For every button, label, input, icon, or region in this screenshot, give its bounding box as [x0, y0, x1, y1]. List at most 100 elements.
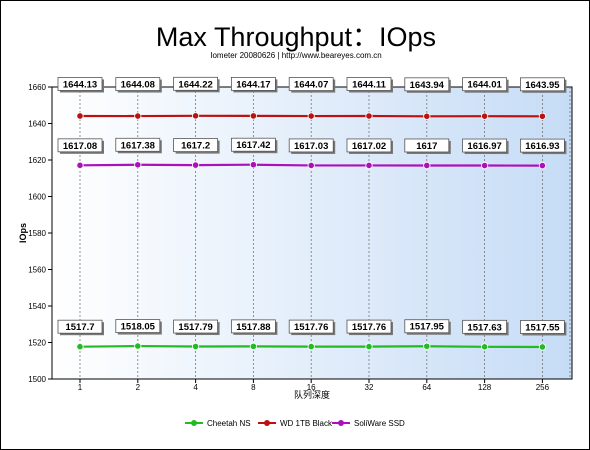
data-point [76, 161, 84, 169]
x-tick-label: 16 [307, 383, 316, 392]
x-tick-label: 64 [422, 383, 431, 392]
data-point [423, 161, 431, 170]
data-label: 1644.22 [178, 79, 212, 90]
data-label: 1517.7 [65, 322, 94, 333]
data-label-box [288, 77, 334, 91]
data-label: 1617 [416, 141, 437, 152]
data-point [423, 112, 431, 120]
data-point [365, 161, 373, 170]
legend-label: Cheetah NS [207, 419, 251, 428]
data-label: 1617.03 [294, 141, 328, 152]
data-label-box [230, 76, 276, 91]
data-point [249, 161, 257, 169]
y-tick-label: 1520 [28, 339, 46, 348]
data-label-box [57, 77, 103, 91]
data-label: 1644.13 [63, 79, 97, 90]
data-point [538, 162, 547, 170]
data-label: 1617.42 [236, 140, 270, 151]
x-tick-label: 8 [251, 383, 256, 392]
data-point [192, 112, 200, 120]
legend-swatch-marker [338, 420, 344, 426]
data-point [249, 112, 257, 120]
y-tick-label: 1500 [28, 375, 46, 384]
data-label-box [115, 137, 161, 152]
data-label: 1617.2 [181, 141, 210, 152]
data-label: 1517.79 [178, 322, 212, 333]
data-label: 1517.63 [467, 322, 501, 333]
data-label: 1517.88 [236, 322, 270, 333]
data-label: 1517.95 [410, 322, 445, 333]
data-label-box [520, 138, 565, 153]
data-point [538, 112, 547, 120]
grid [79, 87, 571, 379]
data-point [307, 161, 315, 170]
x-tick-label: 4 [193, 383, 198, 392]
data-label-box [520, 320, 565, 334]
data-point [134, 112, 142, 120]
x-tick-label: 128 [478, 383, 492, 392]
data-label: 1617.08 [63, 141, 97, 152]
data-label: 1644.17 [236, 79, 270, 90]
data-label-box [462, 319, 508, 334]
legend-swatch-marker [191, 420, 197, 426]
data-label-box [288, 138, 334, 153]
data-label-box [462, 138, 508, 153]
data-point [134, 342, 142, 350]
data-point [480, 161, 489, 170]
data-label-box [520, 77, 565, 92]
data-label-box [404, 77, 450, 92]
data-label-box [346, 77, 392, 91]
y-tick-label: 1560 [28, 266, 46, 275]
data-label-box [288, 319, 334, 334]
data-label: 1644.11 [352, 79, 387, 90]
chart-title: Max Throughput：IOps [156, 22, 436, 52]
y-tick-label: 1640 [28, 120, 46, 129]
x-tick-label: 2 [136, 383, 141, 392]
data-label-box [346, 319, 392, 334]
data-label: 1517.76 [352, 322, 386, 333]
data-label: 1644.07 [294, 80, 328, 91]
data-point [538, 343, 547, 351]
data-point [423, 342, 431, 350]
data-label: 1643.94 [410, 80, 445, 91]
data-point [249, 342, 257, 350]
data-label-box [115, 319, 161, 333]
data-point [480, 112, 489, 120]
legend-label: SoliWare SSD [354, 419, 405, 428]
y-tick-label: 1540 [28, 302, 46, 311]
data-label: 1616.93 [525, 141, 559, 152]
data-label: 1617.02 [352, 141, 386, 152]
y-tick-label: 1580 [28, 229, 46, 238]
data-label-box [115, 77, 161, 91]
data-label: 1644.08 [121, 80, 155, 91]
data-label-box [230, 137, 276, 152]
data-label-box [57, 319, 103, 334]
series [76, 112, 547, 351]
data-label-box [57, 138, 103, 153]
data-label: 1517.76 [294, 322, 328, 333]
data-label-box [462, 77, 508, 92]
data-label-box [404, 319, 450, 334]
data-label-box [346, 138, 392, 153]
data-label-box [173, 319, 219, 334]
data-label-box [230, 319, 276, 334]
legend-swatch-marker [264, 420, 270, 426]
data-point [307, 342, 315, 351]
legend-label: WD 1TB Black [280, 419, 333, 428]
data-label: 1643.95 [525, 80, 560, 91]
data-point [134, 161, 142, 169]
data-label-box [173, 76, 219, 91]
data-point [192, 161, 200, 169]
data-point [307, 112, 315, 120]
y-tick-label: 1600 [28, 193, 46, 202]
x-tick-label: 32 [365, 383, 374, 392]
data-labels: 1517.7 1518.05 1517.79 1517.88 1517.76 1517.7… [57, 76, 567, 336]
legend: Cheetah NS WD 1TB Black SoliWare SSD [185, 419, 405, 428]
data-point [76, 343, 84, 351]
data-label: 1518.05 [121, 322, 156, 333]
y-tick-label: 1660 [28, 83, 46, 92]
data-label: 1617.38 [121, 140, 155, 151]
axes: 1500 1520 1540 1560 1580 1600 1620 1640 1660 1 2 4 8… [28, 83, 549, 392]
data-point [192, 342, 200, 351]
